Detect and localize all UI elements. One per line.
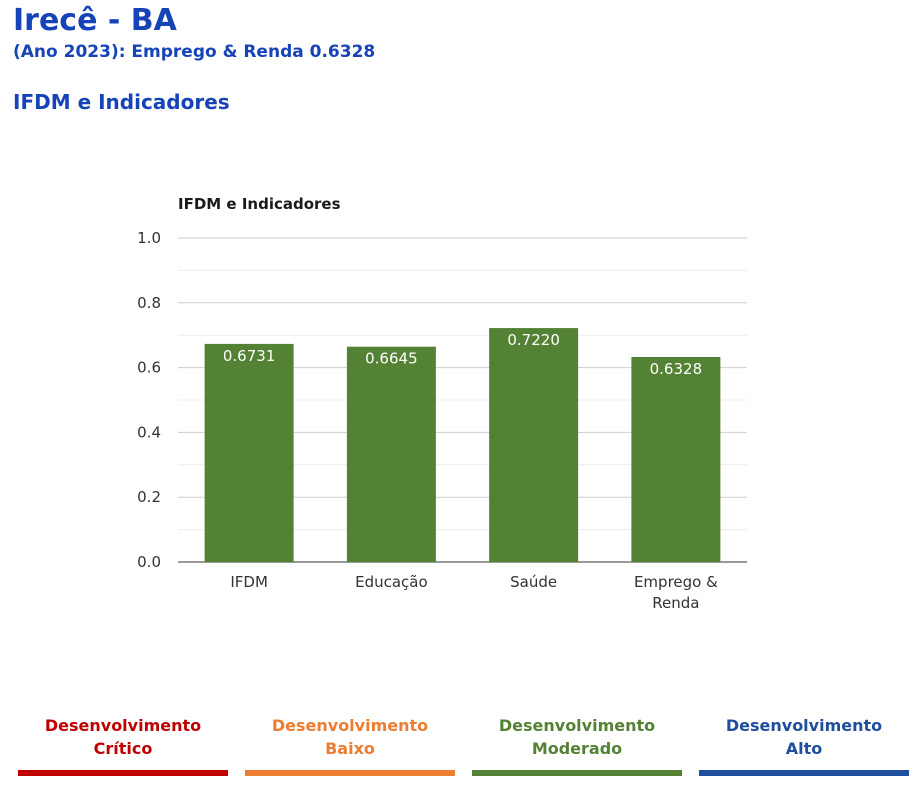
page-title: Irecê - BA <box>13 3 177 38</box>
legend-color-bar-critico <box>18 770 228 776</box>
bar <box>631 356 721 562</box>
page-subtitle: (Ano 2023): Emprego & Renda 0.6328 <box>13 42 376 62</box>
section-title: IFDM e Indicadores <box>13 90 230 114</box>
bar <box>204 343 294 562</box>
x-category-label: Renda <box>652 594 699 612</box>
y-tick-label: 0.8 <box>137 294 161 312</box>
legend-item-alto: Desenvolvimento Alto <box>699 714 909 776</box>
bar-chart: IFDM e Indicadores 0.0 0.2 0.4 0.6 0.8 1.0 0.6… <box>137 195 747 612</box>
chart-bars <box>204 328 721 562</box>
legend-item-baixo: Desenvolvimento Baixo <box>245 714 455 776</box>
legend-color-bar-baixo <box>245 770 455 776</box>
x-category-label: Educação <box>355 573 428 591</box>
y-tick-label: 0.6 <box>137 359 161 377</box>
chart-labels: 0.0 0.2 0.4 0.6 0.8 1.0 0.6731 IFDM 0.6645 Educaç… <box>137 229 718 612</box>
x-category-label: IFDM <box>230 573 268 591</box>
legend-label-alto: Desenvolvimento Alto <box>725 716 883 758</box>
bar <box>346 346 436 562</box>
x-category-label: Emprego & <box>634 573 718 591</box>
legend-color-bar-moderado <box>472 770 682 776</box>
bar-value-label: 0.7220 <box>507 331 560 349</box>
legend-label-moderado: Desenvolvimento Moderado <box>498 716 656 758</box>
y-tick-label: 0.2 <box>137 488 161 506</box>
bar-value-label: 0.6328 <box>650 360 703 378</box>
chart-title: IFDM e Indicadores <box>178 195 341 213</box>
legend-item-moderado: Desenvolvimento Moderado <box>472 714 682 776</box>
legend-item-critico: Desenvolvimento Crítico <box>18 714 228 776</box>
legend-label-baixo: Desenvolvimento Baixo <box>271 716 429 758</box>
y-tick-label: 0.4 <box>137 423 161 441</box>
bar-value-label: 0.6645 <box>365 350 418 368</box>
bar-value-label: 0.6731 <box>223 347 276 365</box>
legend-label-critico: Desenvolvimento Crítico <box>44 716 202 758</box>
y-tick-label: 1.0 <box>137 229 161 247</box>
y-tick-label: 0.0 <box>137 553 161 571</box>
legend-color-bar-alto <box>699 770 909 776</box>
bar <box>489 328 579 562</box>
x-category-label: Saúde <box>510 573 557 591</box>
